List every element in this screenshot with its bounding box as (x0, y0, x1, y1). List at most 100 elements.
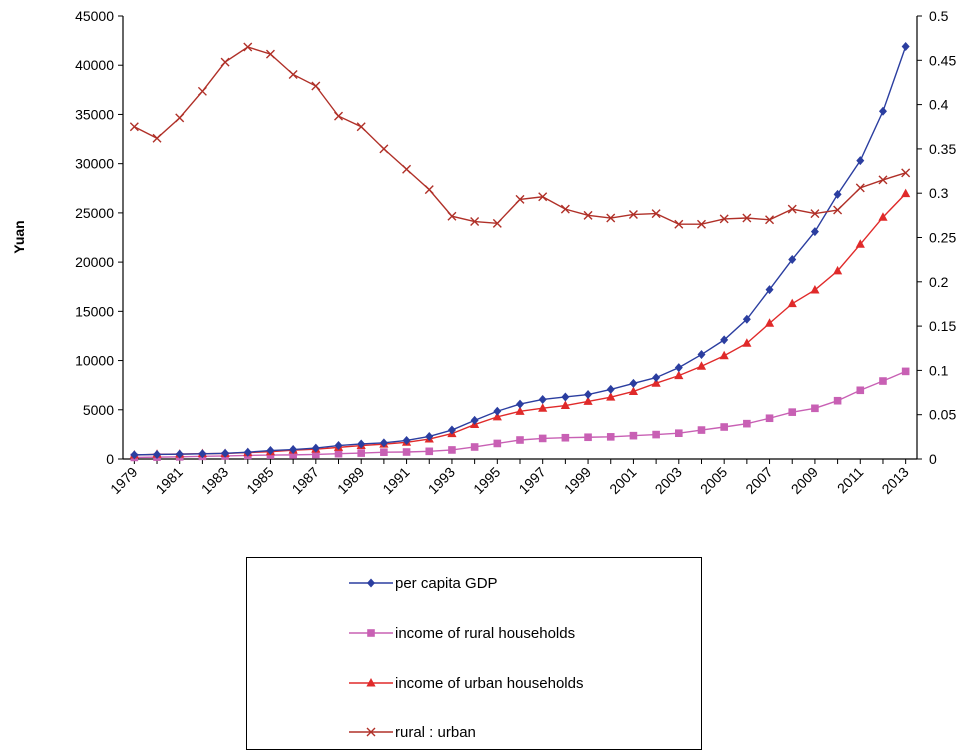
series-point (402, 435, 411, 445)
series-point (901, 168, 911, 178)
legend-item: income of urban households (347, 672, 583, 694)
legend-swatch (349, 629, 393, 637)
series-point (357, 439, 366, 449)
x-tick-label: 1989 (334, 464, 367, 497)
series-point (697, 350, 706, 360)
x-tick-label: 1991 (379, 464, 412, 497)
x-tick-label: 2005 (697, 464, 730, 497)
series-point (493, 406, 502, 416)
series-point (561, 433, 570, 442)
legend-swatch-marker (367, 578, 375, 588)
legend-label: income of urban households (395, 674, 584, 692)
series-point (311, 443, 320, 453)
legend-item: rural : urban (347, 721, 476, 743)
y-tick-label: 30000 (75, 156, 114, 172)
series-point (606, 433, 615, 441)
series-point (719, 350, 729, 360)
series-point (879, 377, 887, 385)
x-tick-label: 2011 (834, 464, 867, 497)
series-point (243, 447, 252, 457)
series-point (652, 373, 661, 383)
series-point (515, 406, 525, 415)
series-point (129, 122, 139, 132)
y-right-tick-label: 0.1 (929, 362, 949, 378)
series-point (606, 213, 616, 223)
series-point (425, 447, 434, 456)
series-point (856, 156, 865, 166)
series-point (855, 183, 865, 193)
series-point (492, 411, 502, 421)
series-point (561, 392, 570, 402)
series-point (425, 431, 434, 441)
series-point (788, 408, 797, 416)
series-point (606, 384, 615, 394)
series-point (153, 449, 162, 459)
series-point (833, 265, 843, 275)
series-point (538, 394, 547, 404)
series-point (901, 188, 911, 198)
x-tick-label: 1993 (425, 464, 458, 497)
series-point (175, 113, 185, 123)
legend-label: rural : urban (395, 723, 476, 741)
legend: per capita GDP income of rural households… (246, 557, 702, 750)
x-tick-label: 1995 (470, 464, 503, 497)
series-point (628, 209, 638, 219)
series-point (697, 426, 706, 434)
series-point (651, 378, 661, 387)
series-point (402, 164, 412, 174)
chart-series-layer (129, 42, 911, 462)
legend-swatch-marker (366, 727, 376, 737)
legend-label: income of rural households (395, 624, 576, 642)
series-point (402, 448, 411, 456)
series-point (810, 227, 819, 237)
series-point (675, 429, 683, 438)
series-point (810, 284, 820, 294)
series-point (289, 445, 298, 455)
series-point (198, 449, 207, 459)
x-tick-label: 1999 (561, 464, 594, 497)
series-point (470, 217, 480, 227)
series-point (787, 298, 797, 308)
series-point (538, 192, 548, 202)
y-right-tick-label: 0.35 (929, 141, 956, 157)
series-point (357, 449, 365, 457)
series-line (134, 46, 906, 225)
series-point (583, 396, 593, 405)
y-axis-label: Yuan (11, 220, 27, 253)
legend-label: per capita GDP (395, 574, 498, 592)
series-point (289, 451, 297, 459)
y-tick-label: 45000 (75, 8, 114, 24)
series-point (788, 254, 797, 264)
series-point (901, 42, 910, 52)
series-point (130, 450, 139, 460)
series-point (424, 185, 434, 195)
y-right-tick-label: 0.25 (929, 230, 956, 246)
series-point (878, 212, 888, 221)
x-tick-label: 1983 (198, 464, 231, 497)
series-point (516, 436, 524, 444)
legend-swatch (349, 727, 393, 737)
series-point (492, 218, 502, 228)
series-point (765, 215, 775, 225)
y-tick-label: 5000 (83, 402, 114, 418)
y-right-tick-label: 0.3 (929, 185, 949, 201)
series-triangle (129, 188, 911, 459)
series-point (152, 133, 162, 143)
series-point (856, 386, 865, 395)
series-point (334, 441, 343, 451)
series-point (901, 367, 910, 376)
series-point (447, 211, 457, 221)
x-tick-label: 2001 (606, 464, 639, 497)
series-point (197, 86, 207, 96)
series-point (674, 219, 684, 229)
y-right-tick-label: 0.45 (929, 52, 956, 68)
y-tick-label: 25000 (75, 205, 114, 221)
x-tick-label: 2009 (788, 464, 821, 497)
series-point (674, 370, 684, 380)
y-tick-label: 10000 (75, 353, 114, 369)
series-point (606, 392, 616, 401)
series-point (674, 363, 683, 373)
series-point (855, 239, 865, 248)
series-point (810, 209, 820, 219)
y-right-tick-label: 0.05 (929, 407, 956, 423)
